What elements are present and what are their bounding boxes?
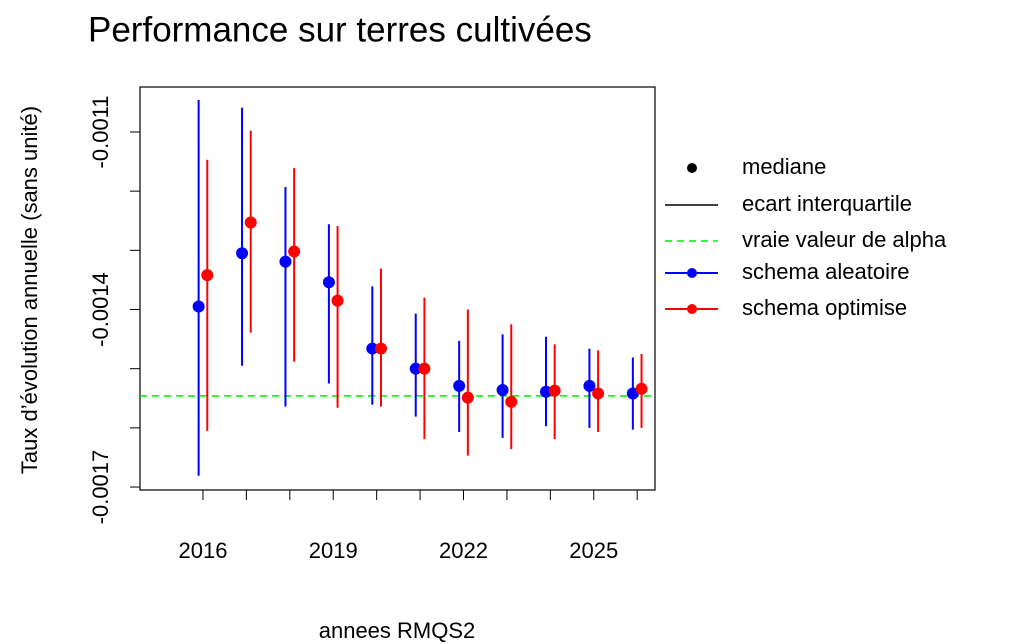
median-point — [418, 362, 431, 375]
legend-symbol — [687, 163, 697, 173]
median-point — [592, 387, 605, 400]
median-point — [635, 382, 648, 395]
plot-frame — [139, 86, 656, 491]
y-tick-label: -0.0017 — [88, 450, 113, 525]
x-tick-label: 2025 — [569, 538, 618, 563]
median-point — [548, 384, 561, 397]
y-tick-label: -0.0011 — [88, 95, 113, 168]
legend-symbol — [687, 304, 697, 314]
x-tick-label: 2016 — [178, 538, 227, 563]
legend-label: vraie valeur de alpha — [742, 227, 947, 252]
median-point — [236, 247, 249, 260]
x-tick-label: 2022 — [439, 538, 488, 563]
x-axis-label: annees RMQS2 — [319, 618, 476, 643]
y-axis-label: Taux d’évolution annuelle (sans unité) — [17, 106, 42, 474]
median-point — [331, 294, 344, 307]
median-point — [201, 269, 214, 282]
median-point — [505, 395, 518, 408]
chart-title: Performance sur terres cultivées — [88, 10, 592, 49]
median-point — [192, 300, 205, 313]
median-point — [366, 342, 379, 355]
median-point — [374, 342, 387, 355]
median-point — [322, 276, 335, 289]
legend-label: schema optimise — [742, 295, 907, 320]
x-tick-label: 2019 — [309, 538, 358, 563]
median-point — [583, 379, 596, 392]
y-tick-label: -0.0014 — [88, 272, 113, 347]
median-point — [244, 216, 257, 229]
legend-symbol — [687, 268, 697, 278]
legend-label: ecart interquartile — [742, 191, 912, 216]
legend-label: schema aleatoire — [742, 259, 910, 284]
median-point — [461, 391, 474, 404]
legend-label: mediane — [742, 154, 826, 179]
median-point — [453, 379, 466, 392]
median-point — [288, 245, 301, 258]
median-point — [409, 362, 422, 375]
median-point — [279, 255, 292, 268]
median-point — [496, 383, 509, 396]
